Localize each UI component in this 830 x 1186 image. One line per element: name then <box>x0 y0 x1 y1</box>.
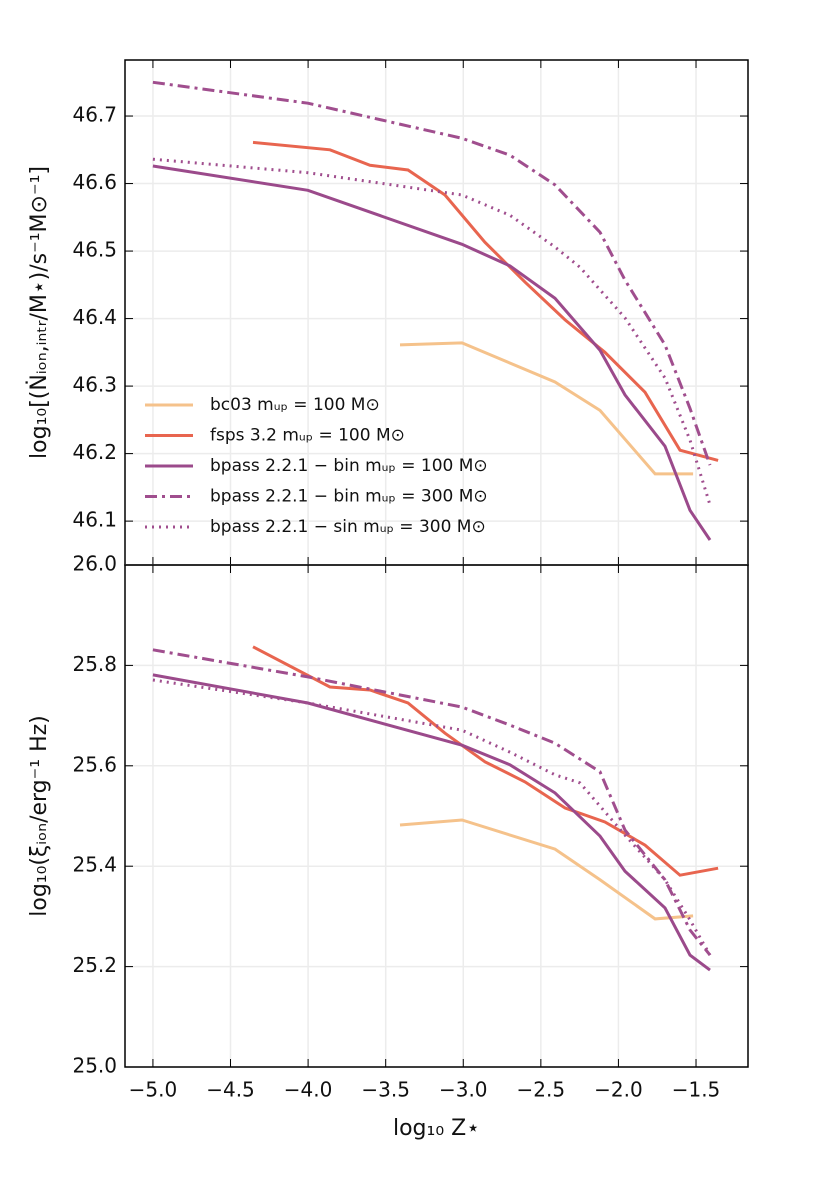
series-line <box>152 80 712 466</box>
y-tick-label: 46.3 <box>72 373 117 397</box>
y-tick-label: 25.2 <box>72 953 117 977</box>
series-line <box>152 678 712 956</box>
x-tick-label: −2.0 <box>594 1078 643 1102</box>
x-tick-label: −3.0 <box>439 1078 488 1102</box>
series-line <box>252 645 719 877</box>
y-tick-label: 46.7 <box>72 103 117 127</box>
series-line <box>152 157 712 506</box>
x-tick-label: −1.5 <box>672 1078 721 1102</box>
x-tick-label: −3.5 <box>361 1078 410 1102</box>
y-tick-label: 25.8 <box>72 652 117 676</box>
legend-label: fsps 3.2 mᵤₚ = 100 M⊙ <box>210 426 405 446</box>
y-axis-label: log₁₀[(Ṅᵢₒₙ,ᵢₙₜᵣ/M⋆)/s⁻¹M⊙⁻¹] <box>26 166 52 459</box>
x-tick-label: −4.5 <box>206 1078 255 1102</box>
legend-label: bpass 2.2.1 − bin mᵤₚ = 100 M⊙ <box>210 456 488 476</box>
y-tick-label: 46.6 <box>72 170 117 194</box>
y-tick-label: 26.0 <box>72 552 117 576</box>
x-tick-label: −5.0 <box>129 1078 178 1102</box>
series-line <box>399 818 694 921</box>
y-tick-label: 46.2 <box>72 440 117 464</box>
y-tick-label: 25.4 <box>72 853 117 877</box>
series-line <box>399 341 694 476</box>
y-tick-label: 25.0 <box>72 1054 117 1078</box>
x-tick-label: −4.0 <box>284 1078 333 1102</box>
y-tick-label: 46.4 <box>72 305 117 329</box>
legend-label: bc03 mᵤₚ = 100 M⊙ <box>210 395 380 415</box>
y-tick-label: 46.5 <box>72 238 117 262</box>
x-axis-label: log₁₀ Z⋆ <box>393 1116 480 1141</box>
y-tick-label: 46.1 <box>72 508 117 532</box>
y-tick-label: 25.6 <box>72 752 117 776</box>
legend-label: bpass 2.2.1 − sin mᵤₚ = 300 M⊙ <box>210 517 486 537</box>
series-line <box>152 648 712 957</box>
axes-frame <box>124 564 749 1068</box>
series-line <box>152 164 712 541</box>
y-axis-label: log₁₀(ξᵢₒₙ/erg⁻¹ Hz) <box>27 715 52 917</box>
series-line <box>152 673 711 972</box>
legend-label: bpass 2.2.1 − bin mᵤₚ = 300 M⊙ <box>210 487 488 507</box>
x-tick-label: −2.5 <box>517 1078 566 1102</box>
